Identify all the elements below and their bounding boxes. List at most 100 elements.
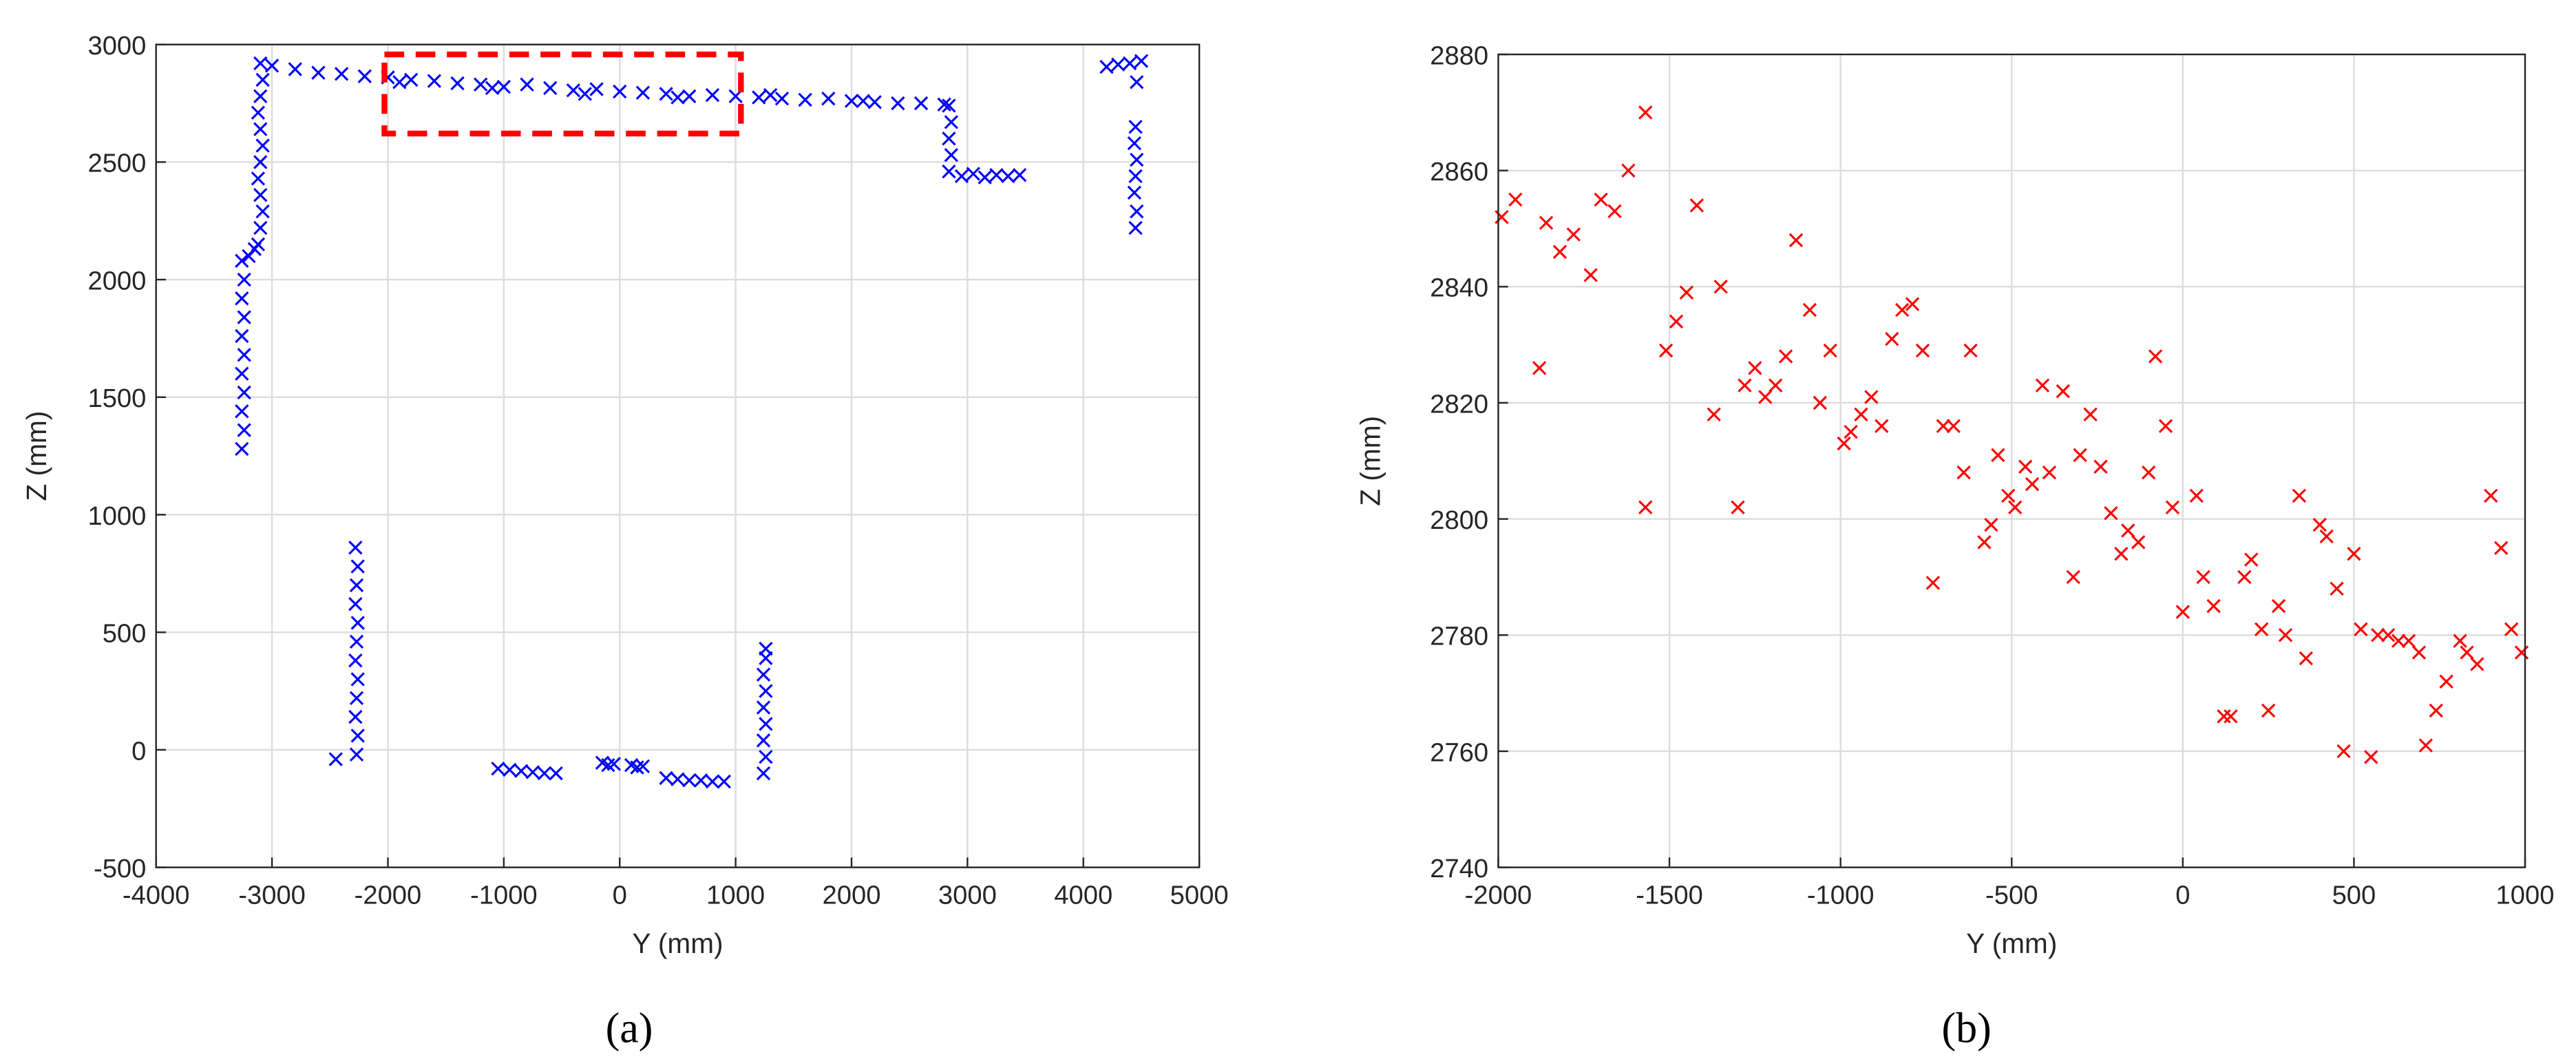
- x-tick-label: -1000: [470, 880, 538, 910]
- point: [671, 772, 685, 786]
- point: [334, 67, 349, 81]
- point: [2411, 645, 2427, 660]
- point: [937, 97, 951, 112]
- y-tick-label: 2740: [1430, 854, 1488, 883]
- y-tick-label: 2800: [1430, 505, 1488, 535]
- point: [2141, 465, 2156, 480]
- point: [357, 69, 372, 83]
- y-tick-label: 2760: [1430, 737, 1488, 767]
- point: [2484, 488, 2498, 503]
- point: [350, 616, 365, 630]
- point: [491, 762, 505, 776]
- point: [2429, 703, 2443, 718]
- point: [2131, 535, 2146, 550]
- point: [1001, 169, 1015, 184]
- point: [1099, 59, 1114, 74]
- point: [2255, 622, 2269, 637]
- point: [1012, 167, 1027, 182]
- point: [1669, 314, 1684, 329]
- point: [1936, 419, 1950, 433]
- point: [1594, 192, 1608, 207]
- point: [682, 89, 697, 103]
- x-tick-label: 5000: [1170, 880, 1229, 910]
- point: [1875, 419, 1889, 433]
- point: [1128, 119, 1143, 134]
- x-tick-label: 1000: [706, 880, 765, 910]
- y-tick-label: -500: [94, 854, 146, 883]
- point: [705, 774, 720, 789]
- point: [1854, 407, 1868, 422]
- point: [717, 774, 731, 789]
- x-axis-label: Y (mm): [1966, 928, 2057, 959]
- point: [856, 94, 870, 108]
- point: [2278, 628, 2293, 642]
- point: [2504, 622, 2519, 637]
- point: [944, 147, 958, 163]
- point: [1738, 378, 1752, 393]
- point: [1127, 185, 1142, 200]
- point: [1915, 343, 1930, 358]
- point: [2056, 384, 2070, 399]
- point: [251, 171, 266, 186]
- point: [235, 404, 249, 419]
- point: [2261, 703, 2276, 718]
- y-tick-label: 2860: [1430, 157, 1488, 187]
- point: [520, 77, 534, 92]
- point: [247, 242, 262, 256]
- x-tick-label: -1500: [1636, 880, 1703, 910]
- point: [253, 187, 268, 202]
- point: [606, 757, 621, 771]
- point: [1689, 198, 1704, 213]
- point: [525, 765, 540, 779]
- point: [2494, 541, 2509, 556]
- point: [1984, 517, 1998, 532]
- point: [543, 81, 558, 96]
- y-tick-label: 0: [131, 736, 146, 766]
- point: [682, 773, 697, 788]
- point: [1638, 500, 1653, 514]
- point: [752, 90, 766, 105]
- caption: (a): [606, 1005, 653, 1051]
- point: [2073, 448, 2087, 463]
- point: [1769, 378, 1783, 393]
- point: [978, 170, 992, 185]
- point: [450, 76, 465, 91]
- point: [237, 272, 251, 287]
- point: [350, 559, 365, 574]
- point: [2121, 523, 2135, 538]
- point: [253, 89, 268, 103]
- chart: -4000 -3000 -2000 -1000 0 1000 2000 3000 4000 500…: [21, 31, 1229, 1052]
- point: [2066, 569, 2080, 585]
- point: [255, 204, 270, 219]
- point: [635, 759, 651, 774]
- x-tick-label: 0: [2175, 880, 2190, 910]
- point: [2104, 506, 2118, 521]
- point: [253, 122, 268, 136]
- point: [1956, 465, 1971, 480]
- x-tick-label: -2000: [1465, 880, 1532, 910]
- point: [821, 91, 836, 106]
- point: [237, 310, 251, 324]
- point: [348, 597, 363, 611]
- point: [2453, 634, 2467, 648]
- point: [1894, 302, 1910, 317]
- point: [1130, 75, 1144, 90]
- point: [2470, 657, 2484, 671]
- point: [235, 328, 249, 344]
- point: [392, 75, 407, 90]
- point: [2025, 477, 2040, 492]
- point: [578, 87, 592, 101]
- x-tick-label: 0: [613, 880, 627, 910]
- point: [2292, 488, 2307, 503]
- point: [1813, 395, 1827, 410]
- y-axis-label: Z (mm): [1355, 416, 1386, 506]
- point: [2347, 547, 2361, 561]
- x-tick-label: -2000: [355, 880, 422, 910]
- point: [2244, 552, 2259, 567]
- point: [474, 77, 488, 92]
- point: [589, 82, 604, 96]
- point: [705, 87, 720, 103]
- point: [2175, 605, 2190, 619]
- point: [756, 700, 771, 715]
